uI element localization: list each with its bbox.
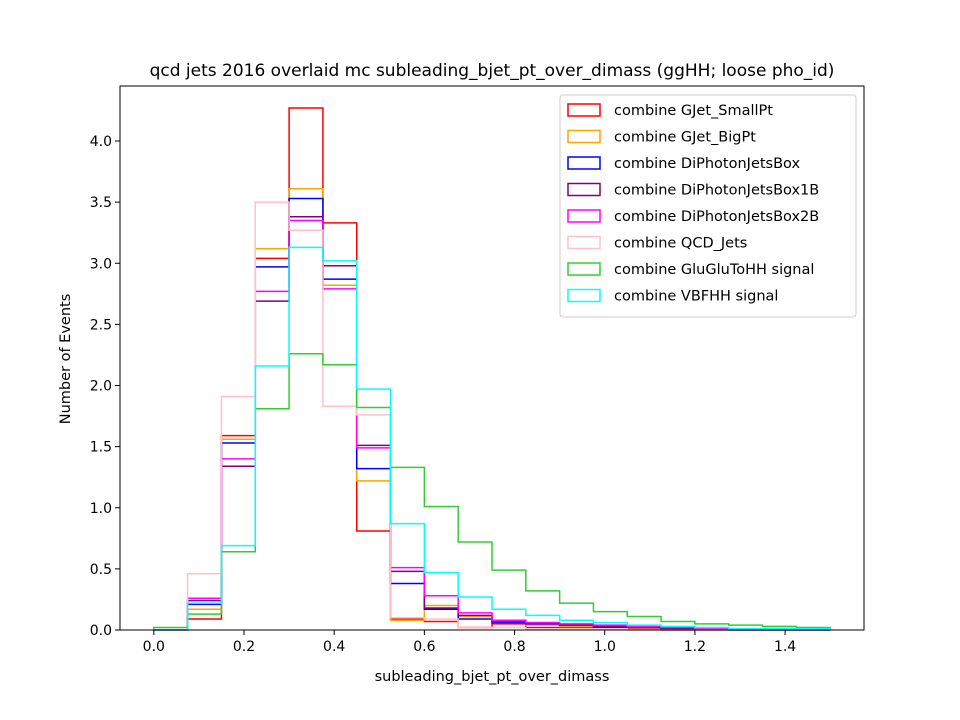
y-axis-label: Number of Events: [58, 294, 74, 425]
legend-entry: combine GluGluToHH signal: [614, 262, 814, 278]
y-axis: 0.0 0.5 1.0 1.5 2.0 2.5 3.0 3.5 4.0: [90, 134, 120, 639]
legend-entry: combine GJet_BigPt: [614, 130, 756, 146]
x-tick-label: 0.4: [323, 639, 345, 655]
y-tick-label: 2.0: [90, 379, 112, 395]
y-tick-label: 2.5: [90, 317, 112, 333]
legend-swatch: [567, 288, 601, 303]
y-tick-label: 4.0: [90, 134, 112, 150]
legend-swatch: [567, 262, 601, 276]
y-tick-label: 0.5: [90, 562, 112, 578]
legend-box: [559, 94, 857, 318]
legend-entry: combine DiPhotonJetsBox2B: [614, 209, 819, 225]
axes-frame: [119, 85, 865, 631]
y-tick-label: 1.0: [90, 501, 112, 517]
legend-entry: combine DiPhotonJetsBox1B: [614, 183, 819, 199]
legend-entry: combine VBFHH signal: [614, 289, 778, 305]
y-tick-label: 1.5: [90, 440, 112, 456]
chart-title: qcd jets 2016 overlaid mc subleading_bje…: [150, 61, 835, 81]
y-tick-label: 0.0: [90, 623, 112, 639]
plot-area: [153, 107, 831, 631]
legend-entry: combine DiPhotonJetsBox: [614, 156, 800, 172]
x-tick-label: 1.4: [774, 639, 796, 655]
legend-swatch: [567, 129, 601, 144]
legend-swatch: [567, 103, 601, 117]
x-tick-label: 0.6: [413, 639, 435, 655]
x-tick-label: 1.2: [684, 639, 706, 655]
legend-swatch: [567, 156, 601, 170]
y-tick-label: 3.5: [90, 195, 112, 211]
x-tick-label: 1.0: [594, 639, 616, 655]
x-tick-label: 0.8: [503, 639, 525, 655]
histogram-series-4: [153, 219, 831, 631]
x-tick-label: 0.2: [233, 639, 255, 655]
x-tick-label: 0.0: [143, 639, 165, 655]
x-axis: 0.0 0.2 0.4 0.6 0.8 1.0 1.2 1.4: [143, 630, 796, 655]
legend-swatch: [567, 235, 601, 250]
legend-swatch: [567, 209, 601, 223]
histogram-series-7: [153, 246, 831, 631]
legend-entry: combine QCD_Jets: [614, 236, 747, 252]
x-axis-label: subleading_bjet_pt_over_dimass: [375, 669, 610, 685]
legend-entry: combine GJet_SmallPt: [614, 103, 773, 119]
legend-swatch: [567, 182, 601, 197]
y-tick-label: 3.0: [90, 256, 112, 272]
